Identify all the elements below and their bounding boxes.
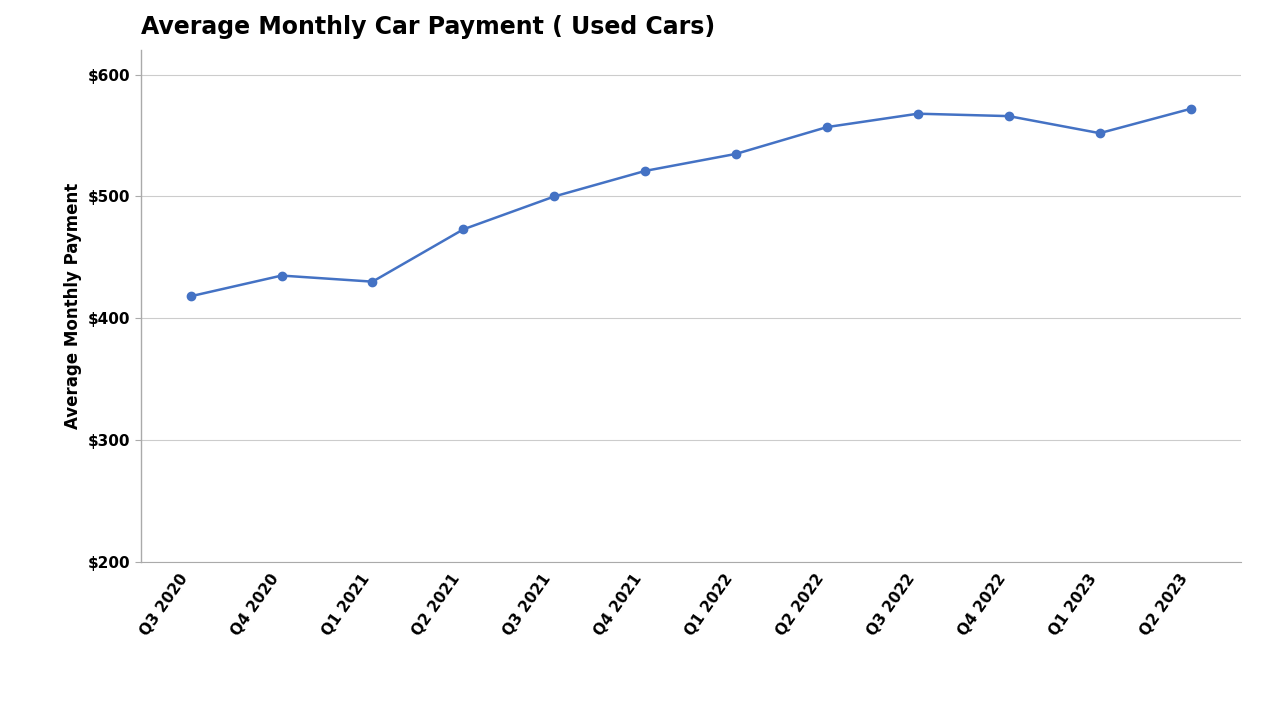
- Y-axis label: Average Monthly Payment: Average Monthly Payment: [64, 183, 82, 429]
- Text: Average Monthly Car Payment ( Used Cars): Average Monthly Car Payment ( Used Cars): [141, 14, 715, 39]
